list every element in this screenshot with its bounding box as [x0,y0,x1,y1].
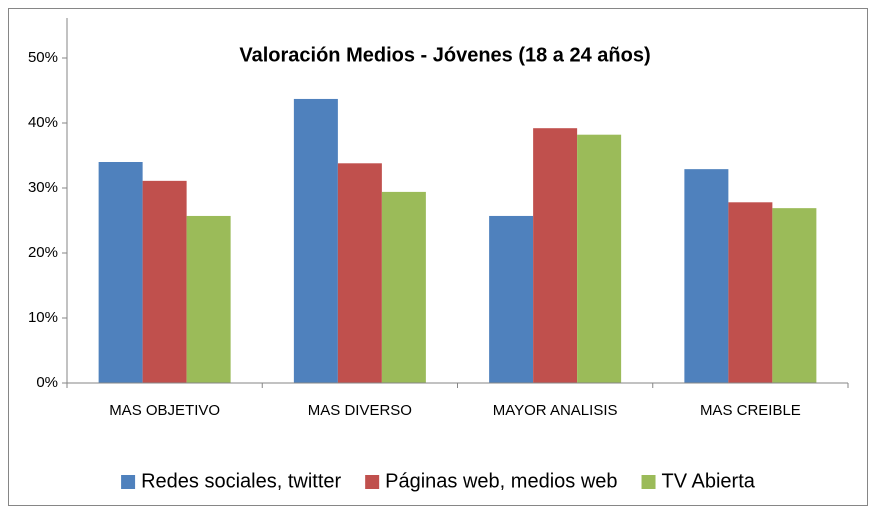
legend-label: Páginas web, medios web [385,470,617,492]
x-tick-label: MAS OBJETIVO [109,402,220,419]
bar [684,169,729,383]
y-tick-label: 30% [28,179,58,196]
y-tick-label: 20% [28,244,58,261]
legend-label: Redes sociales, twitter [141,470,341,492]
legend-swatch [121,475,136,489]
x-tick-label: MAS CREIBLE [700,402,801,419]
y-tick-label: 50% [28,49,58,66]
legend-label: TV Abierta [662,470,756,492]
y-tick-label: 10% [28,309,58,326]
bar [728,202,773,383]
bar [489,215,534,383]
y-tick-label: 0% [36,374,58,391]
legend-swatch [641,475,656,489]
bar [533,128,578,383]
bar [186,215,231,383]
bar [293,98,338,383]
chart-title: Valoración Medios - Jóvenes (18 a 24 año… [239,44,650,66]
x-tick-label: MAS DIVERSO [308,402,412,419]
bar [98,162,143,383]
bar [381,191,426,383]
bar [772,208,817,383]
bar [337,163,382,383]
x-tick-label: MAYOR ANALISIS [493,402,618,419]
bar [142,180,187,383]
bar [577,134,622,383]
y-tick-label: 40% [28,114,58,131]
legend-swatch [365,475,380,489]
